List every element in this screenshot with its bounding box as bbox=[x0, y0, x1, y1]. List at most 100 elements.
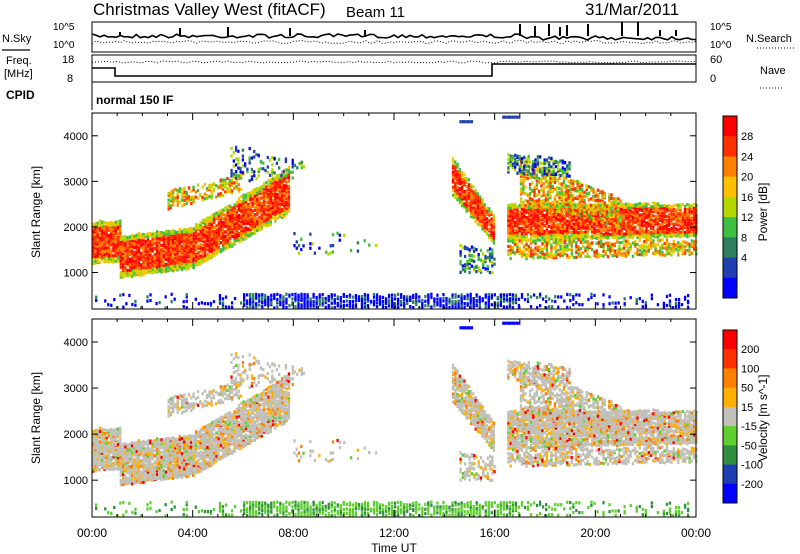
power-cell bbox=[677, 246, 680, 250]
power-cell bbox=[192, 249, 195, 253]
power-cell bbox=[622, 203, 626, 207]
power-cell bbox=[230, 168, 233, 173]
power-cell bbox=[610, 215, 613, 219]
power-cell bbox=[522, 182, 525, 186]
power-cell bbox=[458, 177, 461, 181]
power-cell bbox=[585, 192, 588, 196]
power-cell bbox=[659, 232, 662, 236]
power-cell bbox=[465, 192, 468, 196]
power-cell bbox=[605, 217, 609, 221]
power-cell bbox=[237, 222, 241, 227]
power-cell bbox=[511, 240, 515, 245]
date-label: 31/Mar/2011 bbox=[585, 0, 679, 19]
power-cell bbox=[686, 222, 689, 226]
power-cell bbox=[613, 227, 617, 231]
power-cell bbox=[511, 226, 515, 231]
power-cell bbox=[203, 301, 207, 306]
power-cell bbox=[196, 183, 200, 187]
power-cell bbox=[631, 227, 635, 231]
power-cell bbox=[226, 190, 229, 194]
power-cell bbox=[98, 236, 102, 240]
power-cell bbox=[486, 256, 489, 260]
power-cell bbox=[339, 303, 342, 307]
power-cell bbox=[180, 237, 184, 241]
power-cell bbox=[474, 200, 477, 205]
power-cell bbox=[131, 302, 134, 307]
power-cell bbox=[643, 211, 646, 215]
power-cell bbox=[278, 199, 282, 203]
power-cell bbox=[94, 232, 97, 237]
power-cell bbox=[96, 247, 99, 251]
power-cell bbox=[543, 169, 546, 173]
power-cell bbox=[563, 219, 567, 223]
power-cell bbox=[240, 227, 243, 231]
power-cell bbox=[473, 249, 476, 253]
power-cell bbox=[548, 252, 551, 256]
power-cell bbox=[520, 166, 524, 170]
power-cell bbox=[692, 230, 696, 234]
power-cell bbox=[591, 229, 594, 234]
power-cell bbox=[271, 192, 275, 196]
power-cell bbox=[267, 204, 270, 208]
power-cell bbox=[610, 193, 613, 197]
power-cell bbox=[215, 251, 218, 255]
power-cell bbox=[620, 209, 623, 213]
power-cell bbox=[531, 189, 534, 193]
power-cell bbox=[246, 299, 249, 303]
power-cell bbox=[609, 248, 612, 252]
power-cell bbox=[479, 258, 483, 262]
power-cell bbox=[477, 255, 480, 260]
power-cell bbox=[532, 212, 535, 216]
power-cell bbox=[519, 200, 523, 204]
power-cell bbox=[213, 214, 216, 218]
power-cell bbox=[477, 266, 480, 270]
power-cell bbox=[101, 229, 104, 234]
power-cell bbox=[94, 246, 97, 250]
power-cell bbox=[133, 242, 136, 246]
power-cell bbox=[224, 241, 227, 245]
power-cell bbox=[135, 235, 138, 239]
power-cell bbox=[620, 226, 623, 231]
power-cell bbox=[692, 211, 696, 215]
power-cell bbox=[540, 184, 543, 188]
power-cell bbox=[601, 208, 604, 212]
power-cell bbox=[155, 248, 159, 252]
power-cell bbox=[541, 209, 544, 213]
power-cell bbox=[603, 201, 606, 205]
power-cell bbox=[467, 191, 471, 196]
power-cell bbox=[483, 203, 486, 207]
power-cell bbox=[591, 231, 594, 235]
power-cell bbox=[306, 305, 309, 310]
power-cell bbox=[217, 192, 220, 196]
power-cell bbox=[645, 249, 648, 253]
power-cell bbox=[183, 186, 186, 190]
power-cell bbox=[210, 224, 214, 228]
power-cell bbox=[518, 171, 521, 176]
power-cell bbox=[541, 204, 544, 208]
power-cell bbox=[226, 213, 229, 217]
power-cell bbox=[631, 232, 635, 236]
power-cell bbox=[470, 254, 474, 258]
power-cell bbox=[529, 218, 533, 222]
power-cell bbox=[235, 212, 239, 216]
power-cell bbox=[681, 229, 684, 233]
power-cell bbox=[178, 230, 181, 234]
power-cell bbox=[565, 192, 568, 196]
power-cell bbox=[514, 236, 517, 240]
power-cell bbox=[133, 250, 136, 254]
power-cell bbox=[584, 230, 587, 234]
power-cell bbox=[210, 227, 214, 231]
power-cell bbox=[686, 207, 689, 211]
power-cell bbox=[110, 257, 113, 261]
power-cell bbox=[558, 210, 561, 214]
power-cell bbox=[199, 243, 202, 247]
power-cell bbox=[185, 192, 188, 196]
power-cell bbox=[611, 225, 614, 229]
power-cell bbox=[274, 196, 277, 200]
power-cell bbox=[483, 217, 486, 221]
power-cell bbox=[615, 240, 619, 244]
power-cell bbox=[329, 251, 332, 255]
power-cell bbox=[529, 241, 533, 245]
power-cell bbox=[283, 210, 286, 214]
power-cell bbox=[543, 215, 546, 220]
